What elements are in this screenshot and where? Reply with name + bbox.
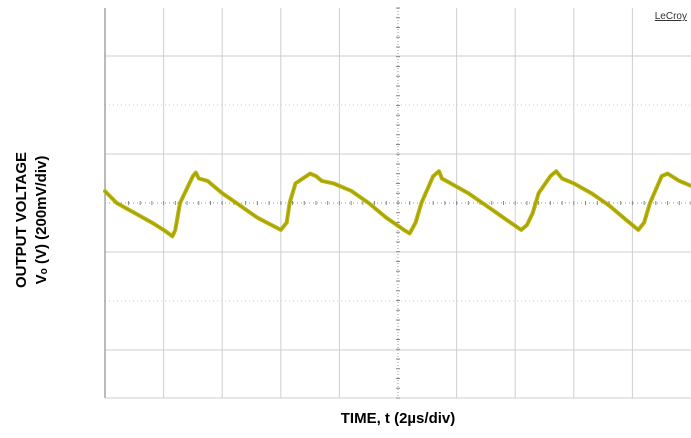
y-axis-label-line2: Vₒ (V) (200mV/div) <box>33 155 50 285</box>
x-axis-label: TIME, t (2µs/div) <box>340 410 456 427</box>
y-axis-label-line1: OUTPUT VOLTAGE <box>13 151 30 289</box>
y-axis-label: OUTPUT VOLTAGE Vₒ (V) (200mV/div) <box>2 70 62 370</box>
brand-watermark: LeCroy <box>654 11 687 22</box>
series-line-core <box>104 170 691 237</box>
grid <box>104 7 691 399</box>
trace-layer <box>103 169 691 239</box>
